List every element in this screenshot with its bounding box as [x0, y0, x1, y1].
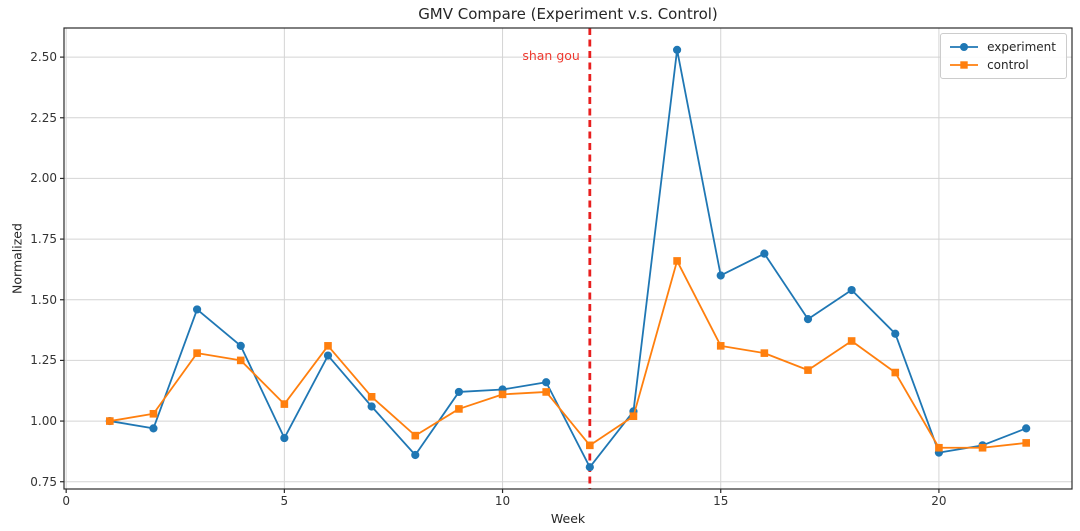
legend-label-experiment: experiment	[987, 40, 1056, 54]
data-point-experiment	[236, 341, 245, 350]
x-axis-label: Week	[550, 511, 586, 526]
data-point-experiment	[672, 45, 682, 54]
data-point-control	[760, 349, 769, 357]
data-point-control	[891, 368, 900, 377]
data-point-control	[716, 342, 725, 350]
legend-circle-marker-icon	[950, 43, 979, 51]
legend-label-control: control	[987, 58, 1029, 72]
data-point-control	[280, 400, 289, 408]
data-point-control	[586, 441, 594, 450]
series-line-control	[109, 260, 1027, 449]
data-point-control	[106, 417, 114, 425]
data-point-experiment	[280, 433, 289, 443]
data-point-control	[673, 257, 681, 265]
y-tick-label: 2.25	[30, 110, 57, 125]
y-tick-label: 1.75	[30, 232, 57, 247]
y-tick-label: 1.25	[30, 353, 57, 368]
legend: experiment control	[940, 33, 1067, 79]
data-point-experiment	[847, 285, 856, 295]
y-tick-label: 2.50	[30, 50, 57, 65]
chart-title: GMV Compare (Experiment v.s. Control)	[418, 5, 718, 23]
series-line-experiment	[109, 48, 1027, 469]
data-point-experiment	[1022, 424, 1031, 433]
x-tick-label: 20	[931, 494, 947, 508]
data-point-control	[1022, 439, 1030, 447]
data-point-control	[629, 412, 638, 421]
data-point-experiment	[542, 378, 551, 387]
vline-annotation: shan gou	[522, 48, 580, 63]
data-point-experiment	[367, 402, 376, 411]
data-point-control	[498, 390, 507, 399]
data-point-control	[455, 405, 463, 413]
data-point-control	[149, 409, 158, 418]
data-point-control	[804, 366, 812, 374]
y-axis-label: Normalized	[9, 223, 25, 294]
data-point-experiment	[585, 463, 594, 472]
legend-square-marker-icon	[950, 61, 979, 69]
data-point-experiment	[716, 271, 725, 280]
data-point-control	[978, 443, 987, 452]
legend-entry-experiment: experiment	[949, 40, 1056, 54]
x-tick-label: 5	[280, 494, 289, 508]
plot-background	[64, 28, 1072, 489]
data-point-control	[324, 342, 332, 350]
data-point-control	[847, 337, 856, 345]
data-point-experiment	[149, 424, 158, 433]
x-tick-label: 15	[713, 494, 729, 508]
x-tick-label: 10	[494, 494, 511, 508]
data-point-control	[935, 443, 943, 452]
data-point-experiment	[192, 305, 202, 314]
data-point-experiment	[803, 315, 813, 324]
data-point-experiment	[411, 450, 420, 460]
data-point-experiment	[891, 329, 900, 338]
data-point-experiment	[454, 387, 464, 397]
x-tick-label: 0	[62, 494, 70, 508]
y-tick-label: 0.75	[30, 474, 57, 489]
data-point-experiment	[760, 249, 769, 258]
plot-border	[63, 27, 1073, 490]
y-tick-label: 1.00	[30, 414, 57, 429]
y-tick-label: 2.00	[30, 171, 57, 186]
data-point-control	[193, 349, 201, 357]
legend-entry-control: control	[949, 58, 1056, 72]
data-point-control	[542, 388, 550, 396]
data-point-experiment	[323, 351, 333, 360]
data-point-control	[367, 393, 376, 401]
data-point-control	[236, 356, 245, 365]
y-tick-label: 1.50	[30, 292, 57, 307]
data-point-control	[411, 431, 420, 440]
